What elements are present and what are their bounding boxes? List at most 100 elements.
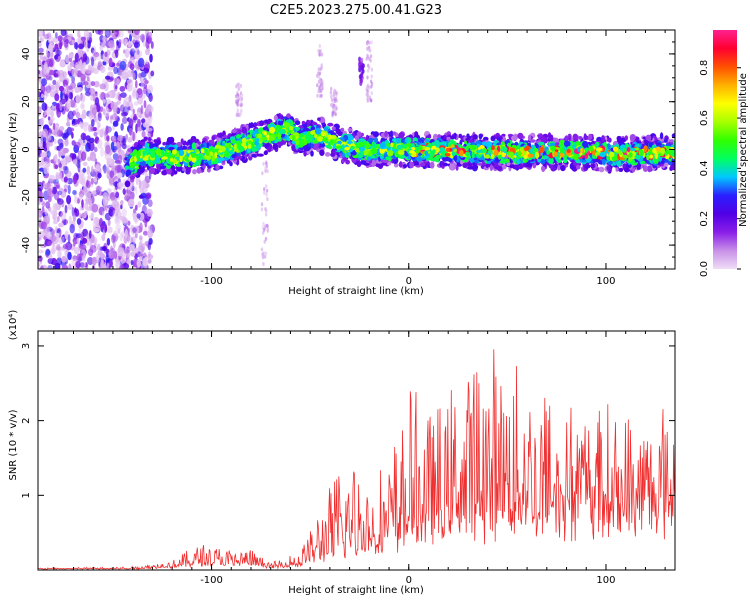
heat-cell [41,206,45,216]
heat-cell [95,52,102,61]
heat-cell [643,139,649,144]
heat-cell [38,131,43,140]
heat-cell [55,49,62,56]
heat-cell [63,184,69,189]
heat-cell [72,175,78,185]
heat-cell [52,209,58,217]
heat-cell [48,174,56,182]
heat-cell [137,118,141,128]
heat-cell [67,203,73,210]
heat-cell [469,158,475,164]
heat-cell [269,144,273,149]
heat-cell [73,42,78,50]
heat-cell [358,74,362,80]
heat-cell [295,126,300,131]
heat-cell [47,36,55,45]
heat-cell [92,49,97,57]
heat-cell [89,137,95,143]
heat-cell [266,197,269,202]
heat-cell [59,101,63,111]
heat-cell [132,248,137,253]
heat-cell [85,191,92,199]
heat-cell [61,236,65,244]
heat-cell [126,259,131,265]
heat-cell [265,223,269,228]
heat-cell [59,126,65,132]
heat-cell [370,40,373,45]
heat-cell [491,135,495,141]
heat-cell [265,209,268,213]
heat-cell [87,31,92,38]
heat-cell [59,40,63,50]
heat-cell [62,79,68,88]
heat-cell [601,135,605,142]
heat-cell [110,196,118,202]
heat-cell [146,84,154,94]
heat-cell [82,161,88,166]
heat-cell [147,225,153,231]
heat-cell [38,262,41,268]
heat-cell [335,98,338,103]
heat-cell [568,134,572,142]
heat-cell [127,41,132,48]
heat-cell [94,97,100,106]
heat-cell [615,167,619,172]
heat-cell [123,249,130,254]
heat-cell [196,167,202,174]
heat-cell [66,121,71,127]
heat-cell [128,47,136,52]
heat-cell [127,220,131,226]
heat-cell [67,110,74,120]
heat-cell [132,131,135,142]
heat-cell [78,151,81,159]
heat-cell [399,161,403,168]
heat-cell [218,157,225,161]
heat-cell [93,228,100,233]
heat-cell [236,108,239,113]
heat-cell [42,128,49,138]
heat-cell [144,172,148,179]
heat-cell [97,139,103,149]
heat-cell [121,111,128,117]
heat-cell [148,94,154,102]
heat-cell [83,81,89,86]
heat-cell [113,66,118,75]
heat-cell [99,92,105,101]
heat-cell [69,99,76,108]
heat-cell [115,191,120,199]
heat-cell [55,184,61,189]
heat-cell [575,164,581,170]
heat-cell [73,240,76,247]
heat-cell [135,123,138,134]
heat-cell [112,153,119,161]
heat-cell [108,250,114,259]
heat-cell [49,118,54,124]
heat-cell [262,222,265,226]
heat-cell [38,59,42,67]
heat-cell [254,123,258,127]
heat-cell [316,93,319,98]
heat-cell [147,229,154,239]
heat-cell [53,73,59,78]
heat-cell [146,208,153,217]
heat-cell [48,83,52,91]
heat-cell [393,137,397,143]
heat-cell [44,229,51,238]
heat-cell [104,108,110,118]
heat-cell [318,71,322,76]
heat-cell [260,207,264,212]
heat-cell [138,72,142,79]
heat-cell [83,262,87,267]
heat-cell [139,212,145,221]
heat-cell [90,95,94,101]
heat-cell [105,75,111,80]
heat-cell [59,149,63,156]
heat-cell [42,141,46,149]
heat-cell [320,93,323,98]
heat-cell [557,159,563,163]
heat-cell [63,166,68,171]
heat-cell [319,149,325,156]
heat-cell [590,163,596,169]
heat-cell [63,39,69,48]
heat-cell [116,62,120,67]
